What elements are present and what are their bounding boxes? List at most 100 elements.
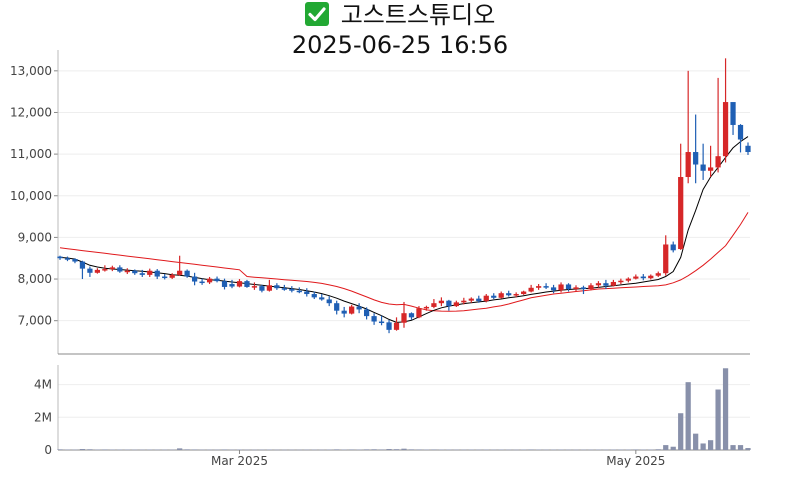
candle-body	[700, 164, 706, 171]
candle-body	[595, 283, 602, 286]
volume-bar	[476, 449, 482, 451]
volume-bar	[206, 449, 213, 451]
volume-bar	[319, 449, 325, 451]
volume-bar	[386, 449, 392, 450]
chart-title-block: 고스트스튜디오 2025-06-25 16:56	[0, 0, 800, 60]
volume-bar	[737, 445, 744, 450]
candle-body	[244, 281, 250, 287]
volume-bar	[498, 449, 504, 451]
volume-bar	[446, 449, 452, 451]
volume-bar	[401, 448, 407, 450]
candle-body	[386, 322, 392, 330]
volume-bar	[640, 449, 646, 451]
date-tick-labels: Mar 2025 May 2025	[211, 450, 665, 468]
volume-bar	[266, 449, 273, 451]
volume-bar	[610, 449, 617, 451]
price-axes	[57, 50, 750, 355]
volume-bar	[565, 449, 572, 451]
date-tick-label: Mar 2025	[211, 454, 268, 468]
volume-bar	[693, 433, 699, 450]
candle-body	[214, 278, 220, 282]
candle-body	[416, 308, 422, 318]
volume-bar	[573, 449, 579, 451]
candle-body	[580, 287, 587, 290]
candle-body	[573, 287, 579, 290]
candle-body	[648, 275, 654, 279]
volume-axes	[57, 365, 750, 451]
candle-body	[401, 313, 407, 323]
candle-body	[431, 303, 437, 307]
candle-body	[162, 276, 168, 279]
volume-bar	[334, 449, 340, 450]
candle-body	[558, 284, 564, 291]
volume-bar	[603, 449, 609, 451]
volume-bar	[64, 449, 71, 451]
candle-body	[296, 290, 302, 293]
volume-bar	[199, 449, 205, 451]
volume-bar	[289, 449, 295, 451]
candle-body	[655, 273, 661, 276]
volume-bar	[304, 449, 310, 451]
candle-body	[371, 316, 377, 322]
volume-bar	[521, 449, 527, 451]
candle-body	[528, 287, 534, 292]
volume-bar	[371, 449, 377, 450]
volume-bar	[453, 449, 459, 451]
candle-body	[543, 286, 549, 288]
candle-body	[423, 306, 430, 309]
candle-body	[521, 291, 527, 295]
moving-average-short-line	[59, 136, 749, 323]
candlestick-layer	[57, 58, 751, 334]
volume-bar	[94, 449, 101, 451]
volume-bar	[491, 449, 497, 451]
candle-body	[304, 291, 310, 295]
candle-body	[737, 124, 744, 140]
volume-bar	[438, 449, 445, 451]
volume-bar	[79, 449, 86, 450]
volume-bar	[311, 449, 317, 451]
volume-bar	[102, 449, 108, 450]
candle-body	[221, 281, 228, 287]
candle-body	[461, 300, 467, 303]
candle-body	[550, 287, 557, 291]
volume-bar	[745, 448, 751, 450]
candle-body	[685, 152, 691, 178]
price-tick-label: 11,000	[10, 147, 52, 161]
candle-body	[363, 309, 370, 317]
candle-body	[468, 298, 474, 301]
candle-body	[251, 286, 258, 288]
volume-bar	[633, 449, 639, 450]
candle-body	[378, 321, 385, 324]
volume-bar	[678, 413, 684, 450]
volume-bar	[229, 449, 235, 451]
candle-body	[603, 283, 609, 286]
price-tick-label: 7,000	[18, 314, 52, 328]
candle-body	[730, 102, 736, 125]
volume-bar	[154, 449, 160, 451]
price-tick-label: 12,000	[10, 105, 52, 119]
volume-bar	[162, 449, 168, 451]
candle-body	[535, 286, 542, 288]
candle-body	[633, 276, 639, 279]
volume-bar	[117, 449, 123, 451]
candle-body	[64, 258, 71, 260]
candle-body	[191, 276, 198, 282]
candle-body	[102, 269, 108, 271]
candle-body	[670, 244, 676, 251]
volume-bar	[580, 449, 587, 451]
candle-body	[745, 145, 751, 153]
volume-bar	[139, 449, 145, 451]
volume-bar	[109, 449, 115, 451]
volume-bar	[296, 449, 302, 451]
candle-body	[715, 156, 721, 168]
volume-bar	[236, 449, 243, 451]
volume-gridlines	[58, 384, 750, 418]
candle-body	[311, 294, 317, 298]
candle-body	[206, 278, 213, 283]
candle-body	[319, 297, 325, 300]
volume-bar	[191, 449, 198, 450]
volume-bar	[663, 445, 669, 450]
candle-body	[72, 259, 78, 262]
volume-bar	[57, 449, 63, 450]
